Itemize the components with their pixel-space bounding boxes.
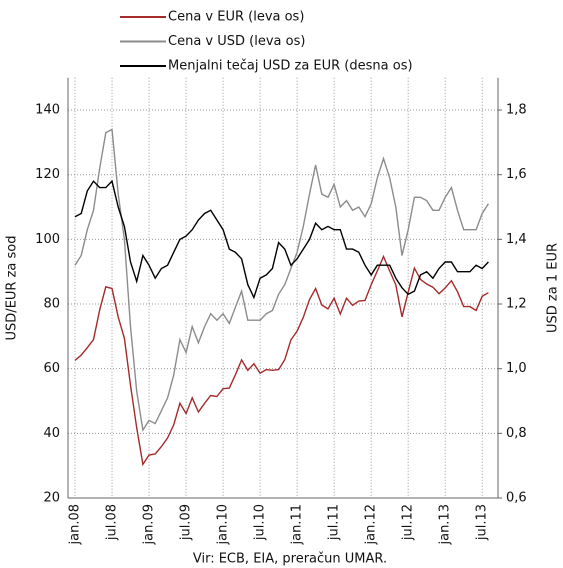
- x-tick-label: jul.11: [327, 504, 342, 541]
- legend-label: Menjalni tečaj USD za EUR (desna os): [168, 59, 413, 74]
- y-tick-label: 60: [43, 361, 60, 376]
- legend-label: Cena v USD (leva os): [168, 34, 305, 49]
- x-tick-label: jan.09: [142, 504, 157, 546]
- y-tick-label: 100: [35, 232, 60, 247]
- x-tick-label: jan.08: [68, 504, 83, 546]
- y-tick-label: 40: [43, 426, 60, 441]
- y2-axis-title: USD za 1 EUR: [546, 243, 561, 333]
- y2-tick-label: 1,2: [506, 297, 527, 312]
- y-tick-label: 20: [43, 491, 60, 506]
- x-tick-label: jul.08: [105, 504, 120, 541]
- source-note: Vir: ECB, EIA, preračun UMAR.: [193, 552, 387, 567]
- y-tick-label: 80: [43, 297, 60, 312]
- y2-tick-label: 1,6: [506, 167, 527, 182]
- y-tick-label: 140: [35, 103, 60, 118]
- x-tick-label: jan.13: [438, 504, 453, 546]
- y2-tick-label: 1,8: [506, 103, 527, 118]
- y2-tick-label: 1,4: [506, 232, 527, 247]
- legend-label: Cena v EUR (leva os): [168, 10, 304, 25]
- y2-tick-label: 1,0: [506, 361, 527, 376]
- x-tick-label: jan.11: [290, 504, 305, 546]
- x-tick-label: jul.09: [179, 504, 194, 541]
- y2-tick-label: 0,6: [506, 491, 527, 506]
- data-line: [74, 128, 489, 433]
- x-tick-label: jul.13: [475, 504, 490, 541]
- x-tick-label: jan.12: [364, 504, 379, 546]
- y-tick-label: 120: [35, 167, 60, 182]
- x-tick-label: jul.10: [253, 504, 268, 541]
- y2-tick-label: 0,8: [506, 426, 527, 441]
- y-axis-title: USD/EUR za sod: [5, 236, 20, 341]
- x-tick-label: jul.12: [401, 504, 416, 541]
- data-line: [74, 179, 489, 300]
- x-tick-label: jan.10: [216, 504, 231, 546]
